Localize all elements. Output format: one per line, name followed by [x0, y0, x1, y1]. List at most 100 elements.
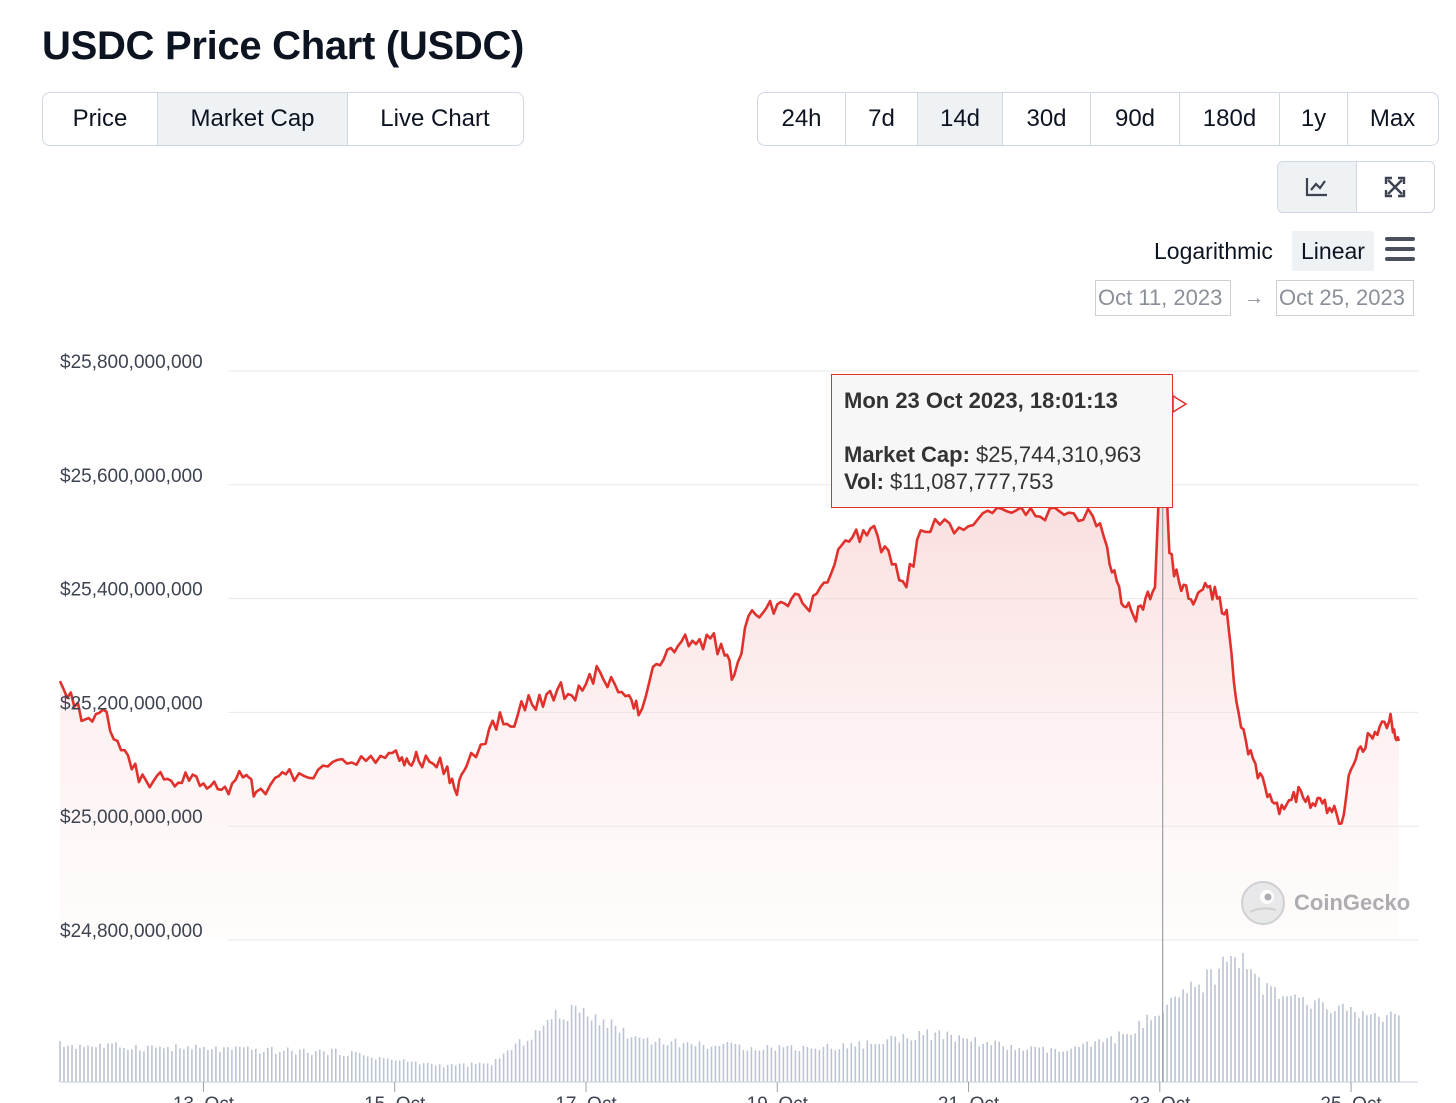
volume-bar [1298, 997, 1300, 1082]
volume-bar [203, 1046, 205, 1082]
range-14d[interactable]: 14d [918, 93, 1003, 145]
volume-bar [91, 1046, 93, 1082]
range-180d[interactable]: 180d [1180, 93, 1280, 145]
volume-bar [658, 1038, 661, 1082]
volume-bar [1170, 997, 1172, 1082]
volume-bar [1138, 1020, 1140, 1082]
volume-bar [291, 1050, 293, 1082]
volume-bar [478, 1062, 481, 1082]
volume-bar [295, 1054, 297, 1082]
range-1y[interactable]: 1y [1280, 93, 1348, 145]
volume-bar [426, 1062, 429, 1082]
volume-bar [486, 1063, 489, 1082]
volume-bar [366, 1056, 369, 1082]
volume-bar [351, 1051, 353, 1082]
volume-bar [115, 1042, 117, 1082]
volume-bar [582, 1007, 585, 1082]
volume-bar [706, 1048, 709, 1082]
volume-bar [462, 1063, 465, 1082]
volume-bar [466, 1066, 469, 1082]
range-30d[interactable]: 30d [1003, 93, 1091, 145]
volume-bar [127, 1049, 129, 1082]
volume-bar [79, 1044, 81, 1082]
volume-bar [1306, 1004, 1308, 1082]
date-from-input[interactable]: Oct 11, 2023 [1095, 280, 1231, 316]
volume-bar [1378, 1016, 1380, 1082]
watermark-text: CoinGecko [1294, 890, 1411, 915]
volume-bar [954, 1041, 956, 1082]
volume-bar [814, 1048, 817, 1082]
fullscreen-button[interactable] [1356, 162, 1434, 212]
volume-bar [163, 1048, 165, 1082]
volume-bar [1146, 1014, 1148, 1082]
volume-bar [758, 1050, 761, 1082]
volume-bar [386, 1058, 389, 1082]
volume-bar [1226, 961, 1228, 1082]
tab-market-cap[interactable]: Market Cap [158, 93, 348, 145]
volume-bar [1374, 1012, 1376, 1082]
volume-bar [522, 1045, 525, 1082]
volume-bar [1218, 968, 1220, 1082]
volume-bar [494, 1059, 497, 1082]
volume-bar [1270, 986, 1272, 1082]
scale-logarithmic[interactable]: Logarithmic [1154, 237, 1273, 264]
volume-bar [1122, 1033, 1124, 1082]
volume-bar [319, 1049, 321, 1082]
market-cap-chart[interactable]: $25,800,000,000 $25,600,000,000 $25,400,00… [0, 330, 1456, 1103]
range-24h[interactable]: 24h [758, 93, 846, 145]
volume-bar [1078, 1047, 1080, 1082]
hamburger-menu-icon[interactable] [1385, 237, 1415, 261]
volume-bar [67, 1045, 69, 1082]
volume-bar [1178, 997, 1180, 1082]
volume-bar [1026, 1049, 1028, 1082]
volume-bar [610, 1019, 613, 1082]
volume-bar [323, 1051, 325, 1082]
volume-bar [1330, 1013, 1332, 1082]
volume-bar [83, 1047, 85, 1082]
volume-bar [986, 1042, 988, 1082]
volume-bar [1102, 1042, 1104, 1082]
volume-bar [223, 1047, 225, 1082]
volume-bar [430, 1063, 433, 1082]
volume-bar [1034, 1047, 1036, 1082]
date-to-input[interactable]: Oct 25, 2023 [1276, 280, 1414, 316]
tooltip-vol-label: Vol: [844, 469, 884, 494]
volume-bar [1390, 1011, 1392, 1082]
tab-live-chart[interactable]: Live Chart [380, 105, 490, 132]
volume-bar [103, 1047, 105, 1082]
volume-bar [990, 1045, 992, 1082]
volume-bar [1046, 1052, 1048, 1082]
tooltip-mcap-value: $25,744,310,963 [976, 442, 1142, 467]
volume-bar [890, 1035, 893, 1082]
tab-price[interactable]: Price [43, 93, 158, 145]
range-7d[interactable]: 7d [846, 93, 918, 145]
volume-bar [235, 1046, 237, 1082]
time-range-tabs: 24h 7d 14d 30d 90d 180d 1y Max [757, 92, 1439, 146]
volume-bar [1346, 1010, 1348, 1082]
line-chart-button[interactable] [1278, 162, 1357, 212]
volume-bar [374, 1059, 377, 1082]
volume-bar [191, 1049, 193, 1082]
range-max[interactable]: Max [1369, 105, 1416, 132]
volume-bar [634, 1036, 637, 1082]
volume-bar [263, 1051, 265, 1082]
volume-bar [458, 1063, 461, 1082]
volume-bar [1030, 1046, 1032, 1082]
volume-bar [1326, 1009, 1328, 1082]
range-90d[interactable]: 90d [1091, 93, 1180, 145]
scale-linear[interactable]: Linear [1292, 231, 1374, 271]
volume-bar [394, 1060, 397, 1082]
volume-bar [750, 1047, 753, 1082]
volume-bar [786, 1046, 789, 1082]
volume-bar [802, 1045, 805, 1082]
volume-bar [902, 1034, 905, 1082]
volume-bar [347, 1055, 349, 1082]
volume-bar [231, 1049, 233, 1082]
volume-bar [1398, 1015, 1400, 1082]
volume-bar [878, 1043, 881, 1082]
volume-bar [1090, 1046, 1092, 1082]
volume-bar [562, 1019, 565, 1082]
tooltip-pointer [1172, 394, 1188, 414]
volume-bar [343, 1056, 345, 1082]
volume-bar [798, 1051, 801, 1082]
